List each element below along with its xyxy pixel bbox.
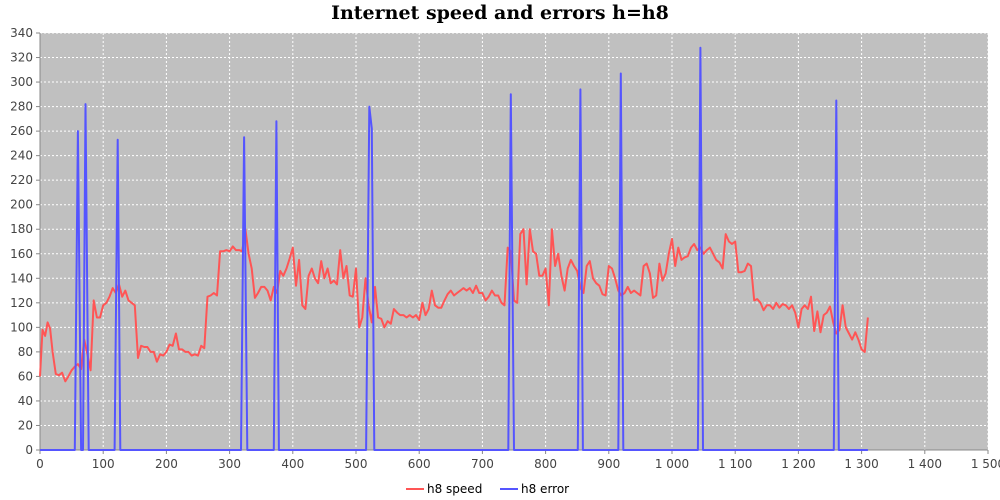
x-tick-label: 700 [471, 457, 494, 471]
y-tick-label: 180 [10, 222, 33, 236]
x-tick-label: 300 [218, 457, 241, 471]
x-tick-label: 1 200 [781, 457, 815, 471]
legend-label-1: h8 speed [427, 482, 482, 496]
series-line-1 [39, 228, 869, 383]
y-tick-label: 0 [25, 443, 33, 457]
y-tick-label: 280 [10, 100, 33, 114]
x-tick-label: 900 [597, 457, 620, 471]
y-tick-label: 40 [18, 394, 33, 408]
y-tick-label: 320 [10, 51, 33, 65]
chart-title: Internet speed and errors h=h8 [331, 2, 669, 24]
series-layer [39, 46, 869, 451]
x-tick-label: 0 [36, 457, 44, 471]
y-tick-label: 80 [18, 345, 33, 359]
legend-label-2: h8 error [521, 482, 569, 496]
y-tick-label: 60 [18, 369, 33, 383]
x-tick-label: 100 [92, 457, 115, 471]
x-tick-label: 1 400 [908, 457, 942, 471]
x-tick-label: 1 300 [844, 457, 878, 471]
y-tick-label: 220 [10, 173, 33, 187]
x-tick-label: 200 [155, 457, 178, 471]
y-tick-label: 20 [18, 418, 33, 432]
y-tick-label: 120 [10, 296, 33, 310]
y-tick-label: 260 [10, 124, 33, 138]
y-tick-label: 300 [10, 75, 33, 89]
legend: h8 speed h8 error [406, 482, 569, 496]
y-tick-label: 340 [10, 26, 33, 40]
series-line-2 [40, 46, 868, 451]
x-tick-label: 1 100 [718, 457, 752, 471]
x-tick-label: 800 [534, 457, 557, 471]
x-tick-label: 600 [408, 457, 431, 471]
x-tick-label: 1 500 [971, 457, 1000, 471]
x-tick-label: 500 [345, 457, 368, 471]
y-tick-label: 100 [10, 320, 33, 334]
x-tick-label: 400 [281, 457, 304, 471]
y-tick-label: 160 [10, 247, 33, 261]
y-tick-label: 140 [10, 271, 33, 285]
y-tick-label: 240 [10, 149, 33, 163]
x-tick-label: 1 000 [655, 457, 689, 471]
y-tick-label: 200 [10, 198, 33, 212]
